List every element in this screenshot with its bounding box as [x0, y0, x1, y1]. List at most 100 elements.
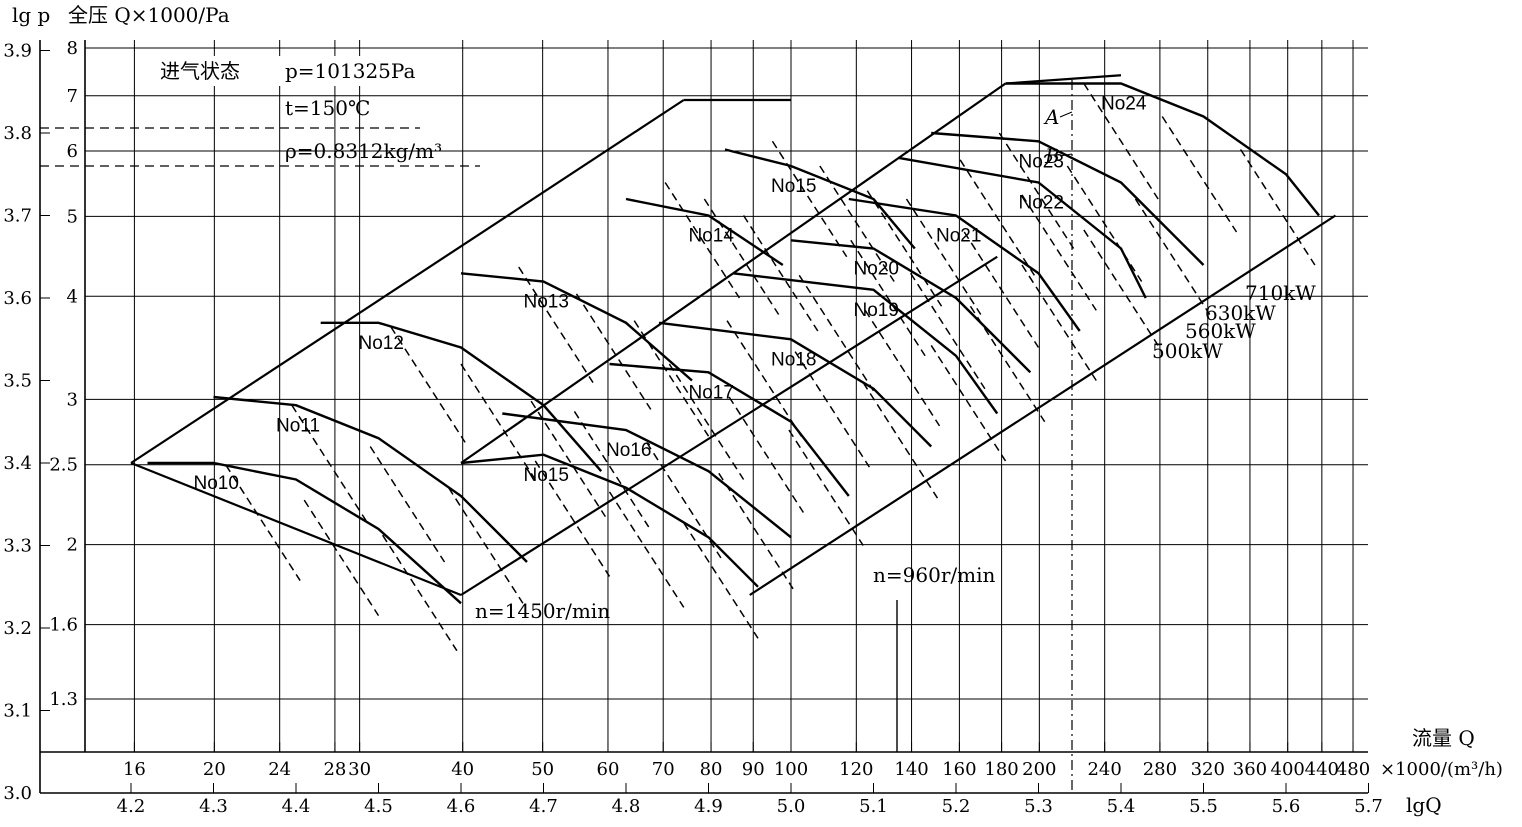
- power-dash-line: [930, 345, 1007, 462]
- power-dash-line: [575, 293, 652, 410]
- flow-tick-label: 60: [597, 759, 620, 780]
- model-curve-no16: [502, 412, 792, 539]
- flow-tick-label: 320: [1191, 759, 1225, 780]
- lgq-tick-label: 5.3: [1024, 796, 1053, 817]
- flow-tick-label: 160: [942, 759, 976, 780]
- power-dash-line: [1161, 116, 1238, 233]
- power-dash-line: [866, 190, 943, 307]
- lgp-tick-label: 3.9: [3, 41, 32, 62]
- lgq-tick-label: 4.5: [364, 796, 393, 817]
- lgq-tick-label: 5.4: [1107, 796, 1136, 817]
- lgp-tick-label: 3.8: [3, 123, 32, 144]
- model-curve-no12: [320, 321, 603, 472]
- pressure-tick-label: 2.5: [49, 455, 78, 476]
- envelope-1450-lower: [460, 255, 998, 596]
- lgp-tick-label: 3.1: [3, 701, 32, 722]
- envelope-1450-left-drop: [130, 461, 462, 597]
- pressure-tick-label: 4: [67, 286, 78, 307]
- pressure-tick-label: 1.6: [49, 615, 78, 636]
- power-dashes: [225, 83, 1316, 652]
- power-label-500: 500kW: [1152, 339, 1223, 363]
- lgp-tick-label: 3.5: [3, 371, 32, 392]
- power-dash-line: [1134, 198, 1211, 315]
- point-a-leader: [1059, 111, 1073, 118]
- lgq-tick-label: 4.2: [117, 796, 146, 817]
- model-label-no15: No15: [524, 465, 569, 486]
- flow-tick-label: 360: [1233, 759, 1267, 780]
- model-label-no22: No22: [1019, 193, 1064, 214]
- power-labels: 710kW 630kW 560kW 500kW: [1152, 281, 1316, 363]
- power-label-560: 560kW: [1185, 319, 1256, 343]
- lgq-tick-label: 5.0: [777, 796, 806, 817]
- power-label-630: 630kW: [1205, 301, 1276, 325]
- flow-tick-label: 50: [531, 759, 554, 780]
- model-curves: [147, 82, 1320, 605]
- lgp-axis-title: lg p: [12, 3, 50, 27]
- speed-label-960: n=960r/min: [873, 563, 995, 587]
- envelope-960-lower: [749, 214, 1337, 596]
- power-dash-line: [819, 165, 895, 282]
- model-label-no16: No16: [606, 440, 651, 461]
- model-label-no17: No17: [689, 382, 734, 403]
- flow-tick-label: 70: [652, 759, 675, 780]
- flow-tick-label: 440: [1305, 759, 1339, 780]
- flow-tick-label: 480: [1336, 759, 1370, 780]
- speed-label-1450: n=1450r/min: [475, 599, 610, 623]
- point-label-b: B: [1044, 144, 1060, 168]
- lgq-tick-label: 5.1: [859, 796, 888, 817]
- flow-tick-label: 280: [1143, 759, 1177, 780]
- pressure-tick-label: 8: [67, 38, 78, 59]
- model-curve-no14: [625, 197, 784, 266]
- power-dash-line: [303, 499, 380, 617]
- flow-axis-title: 流量 Q: [1412, 726, 1475, 750]
- model-label-no20: No20: [854, 259, 899, 280]
- lgp-tick-label: 3.6: [3, 288, 32, 309]
- power-dash-line: [1239, 149, 1316, 266]
- flow-tick-label: 400: [1271, 759, 1305, 780]
- power-dash-line: [518, 266, 594, 383]
- power-dash-line: [225, 464, 301, 581]
- power-dash-line: [608, 491, 685, 608]
- lgq-tick-label: 4.3: [199, 796, 228, 817]
- model-curve-no24: [1005, 82, 1320, 217]
- model-label-no24: No24: [1101, 94, 1147, 115]
- model-labels: No10 No11 No12 No13 No14 No15 No15 No16 No17 No18…: [194, 94, 1147, 495]
- pressure-tick-label: 2: [67, 535, 78, 556]
- flow-tick-label: 28: [323, 759, 346, 780]
- envelope-960-top: [1005, 74, 1122, 85]
- flow-tick-label: 30: [348, 759, 371, 780]
- power-dash-line: [291, 404, 367, 522]
- power-dash-line: [460, 363, 536, 480]
- flow-tick-label: 180: [984, 759, 1018, 780]
- lgq-tick-label: 4.6: [447, 796, 476, 817]
- power-dash-line: [534, 460, 611, 577]
- envelope: [130, 74, 1337, 597]
- lgq-tick-label: 4.8: [612, 796, 641, 817]
- inlet-heading-bg: [148, 56, 420, 86]
- power-dash-line: [905, 198, 982, 315]
- power-dash-line: [969, 305, 1046, 423]
- power-dash-line: [668, 363, 745, 480]
- model-curve-no18: [658, 321, 933, 448]
- inlet-pressure: p=101325Pa: [285, 59, 415, 83]
- envelope-1450-upper: [130, 99, 685, 464]
- flow-tick-label: 90: [742, 759, 765, 780]
- power-dash-line: [381, 534, 458, 652]
- model-curve-no15: [460, 453, 759, 588]
- power-dash-line: [850, 239, 926, 357]
- power-dash-line: [1066, 165, 1143, 282]
- power-dash-line: [959, 159, 1036, 276]
- model-curve-no22: [897, 156, 1147, 299]
- power-dash-line: [862, 382, 939, 499]
- model-curve-no23: [931, 131, 1205, 266]
- power-dash-line: [742, 215, 819, 332]
- power-dash-line: [1021, 194, 1097, 311]
- pressure-tick-label: 7: [67, 86, 78, 107]
- model-curve-no15: [724, 148, 916, 250]
- pressure-tick-label: 3: [67, 389, 78, 410]
- flow-tick-label: 16: [123, 759, 146, 780]
- lgq-tick-label: 4.9: [694, 796, 723, 817]
- power-dash-line: [798, 274, 875, 392]
